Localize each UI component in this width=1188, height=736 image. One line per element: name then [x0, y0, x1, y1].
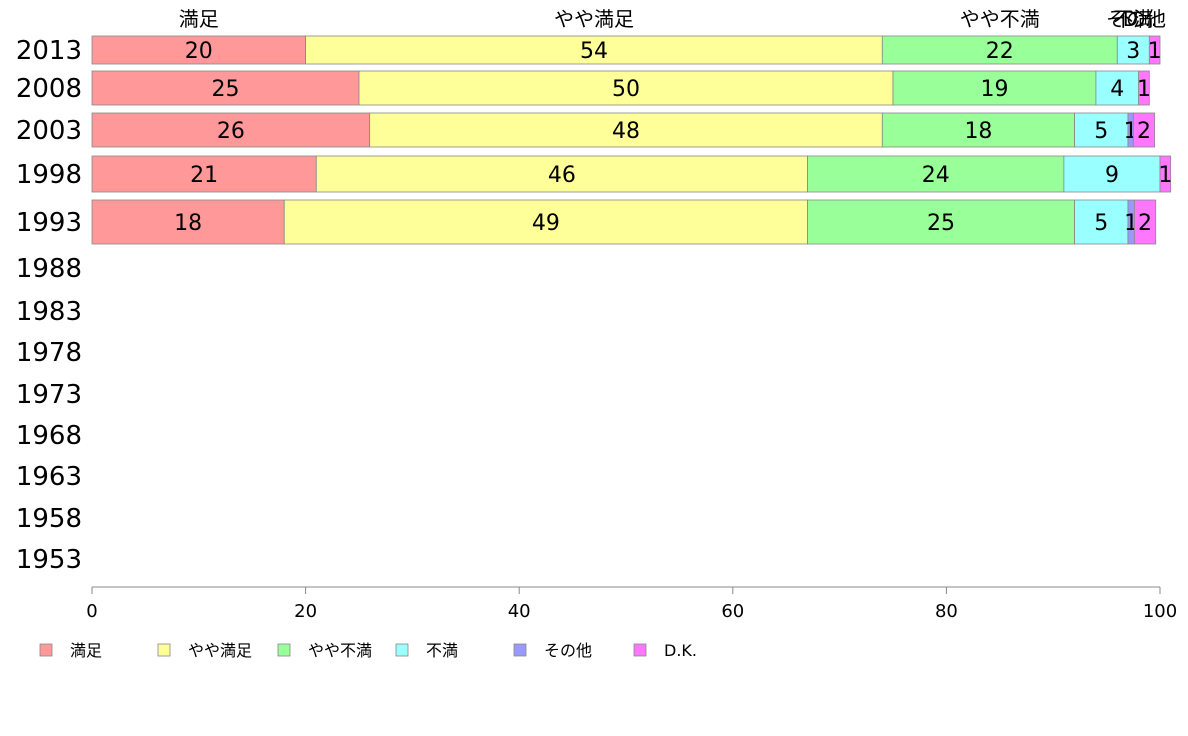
- bar-segment: [807, 155, 1065, 193]
- legend-swatch: [277, 643, 291, 657]
- legend-swatch: [633, 643, 647, 657]
- y-tick-label: 1988: [16, 254, 82, 284]
- bar-segment: [315, 155, 808, 193]
- x-tick-label: 100: [1143, 601, 1177, 622]
- bar-data-label: 54: [580, 39, 608, 64]
- x-tick-label: 60: [721, 601, 744, 622]
- legend-swatch: [39, 643, 53, 657]
- bar-data-label: 2: [1137, 119, 1151, 144]
- bar-data-label: 4: [1110, 77, 1124, 102]
- legend-label: 不満: [426, 641, 458, 660]
- bar-segment: [1132, 112, 1156, 148]
- legend-swatch: [157, 643, 171, 657]
- top-labels-layer: 満足 やや満足 やや不満 不満その他D...: [179, 7, 1166, 31]
- bar-data-label: 25: [927, 211, 955, 236]
- bar-segment: [1133, 199, 1157, 245]
- bar-data-label: 24: [922, 163, 950, 188]
- bar-data-label: 19: [980, 77, 1008, 102]
- y-tick-label: 1993: [16, 208, 82, 238]
- bar-data-label: 1: [1137, 77, 1151, 102]
- bar-segment: [892, 70, 1097, 106]
- y-tick-label: 1968: [16, 421, 82, 451]
- bar-data-label: 21: [190, 163, 218, 188]
- bar-segment: [1074, 112, 1129, 148]
- bar-segment: [807, 199, 1075, 245]
- bar-data-label: 22: [986, 39, 1014, 64]
- x-tick-label: 0: [86, 601, 97, 622]
- legend-swatch: [513, 643, 527, 657]
- bar-data-label: 46: [548, 163, 576, 188]
- y-tick-label: 1998: [16, 160, 82, 190]
- legend: 満足 やや満足 やや不満 不満 その他 D.K.: [39, 641, 697, 660]
- y-tick-label: 1953: [16, 545, 82, 575]
- x-tick-label: 20: [294, 601, 317, 622]
- top-category-label: やや満足: [554, 7, 634, 31]
- bar-data-label: 5: [1094, 119, 1108, 144]
- bar-segment: [1063, 155, 1161, 193]
- bar-data-label: 9: [1105, 163, 1119, 188]
- x-tick-label: 40: [508, 601, 531, 622]
- bar-data-label: 18: [174, 211, 202, 236]
- bar-segment: [358, 70, 894, 106]
- bar-data-label: 1: [1148, 39, 1162, 64]
- bar-segment: [91, 70, 360, 106]
- y-tick-label: 1958: [16, 504, 82, 534]
- bar-data-label: 2: [1138, 211, 1152, 236]
- bar-data-label: 20: [185, 39, 213, 64]
- y-tick-label: 1963: [16, 462, 82, 492]
- bar-data-label: 25: [212, 77, 240, 102]
- y-tick-label: 2008: [16, 74, 82, 104]
- bar-data-label: 26: [217, 119, 245, 144]
- bar-data-label: 5: [1094, 211, 1108, 236]
- bar-segment: [91, 155, 317, 193]
- bar-segment: [91, 112, 371, 148]
- legend-label: 満足: [70, 641, 102, 660]
- legend-label: やや満足: [188, 641, 252, 660]
- y-axis: 2013 2008 2003 1998 1993 1988 1983 1978 1973 1968…: [16, 36, 82, 575]
- bar-segment: [1159, 155, 1172, 193]
- bar-data-label: 48: [612, 119, 640, 144]
- y-tick-label: 2013: [16, 36, 82, 66]
- bar-segment: [283, 199, 808, 245]
- top-category-label: その他: [1106, 7, 1166, 31]
- bar-segment: [1095, 70, 1140, 106]
- bar-segment: [1148, 35, 1161, 65]
- x-tick-label: 80: [935, 601, 958, 622]
- y-tick-label: 2003: [16, 116, 82, 146]
- y-tick-label: 1983: [16, 297, 82, 327]
- bar-segment: [305, 35, 883, 65]
- legend-swatch: [395, 643, 409, 657]
- bar-segment: [881, 35, 1118, 65]
- top-category-label: D...: [1123, 7, 1157, 31]
- bar-data-label: 18: [964, 119, 992, 144]
- bars-layer: 20 54 22 3 125 50 19 4 126 48 18 5 1 221 46 24 9 118 49 25 5…: [91, 35, 1172, 245]
- top-category-label: やや不満: [960, 7, 1040, 31]
- y-tick-label: 1978: [16, 338, 82, 368]
- bar-segment: [1138, 70, 1150, 106]
- bar-data-label: 3: [1126, 39, 1140, 64]
- top-category-label: 不満: [1113, 7, 1153, 31]
- y-tick-label: 1973: [16, 380, 82, 410]
- bar-segment: [1074, 199, 1129, 245]
- bar-segment: [91, 199, 285, 245]
- x-axis: 0 20 40 60 80 100: [86, 586, 1177, 622]
- bar-data-label: 50: [612, 77, 640, 102]
- bar-segment: [881, 112, 1075, 148]
- bar-data-label: 1: [1158, 163, 1172, 188]
- bar-data-label: 49: [532, 211, 560, 236]
- bar-segment: [91, 35, 307, 65]
- legend-label: D.K.: [664, 641, 697, 660]
- legend-label: その他: [544, 641, 592, 660]
- legend-label: やや不満: [308, 641, 372, 660]
- top-category-label: 満足: [179, 7, 219, 31]
